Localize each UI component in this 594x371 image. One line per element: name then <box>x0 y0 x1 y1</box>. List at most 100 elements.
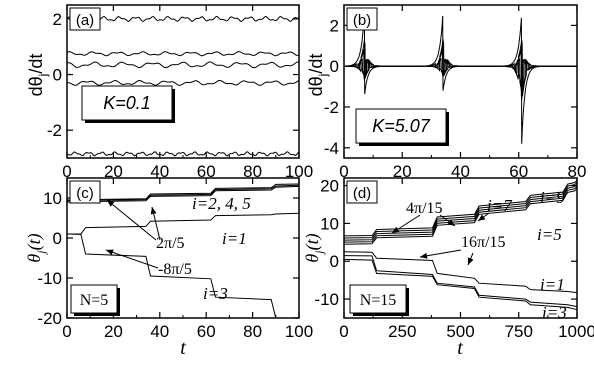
y-axis-label: dθj/dt <box>306 54 330 97</box>
y-tick-label: 0 <box>53 66 62 85</box>
annotation-text: K=5.07 <box>372 116 431 136</box>
annotation-i3: i=3 <box>542 303 567 322</box>
series-line <box>343 184 578 241</box>
series-line <box>344 58 577 88</box>
x-tick-label: 60 <box>197 162 216 181</box>
annotation-2pi5: 2π/5 <box>156 235 185 252</box>
annotation-box <box>81 85 173 121</box>
arrow-head <box>420 252 428 259</box>
x-tick-label: 40 <box>451 162 470 181</box>
x-tick-label: 40 <box>150 162 169 181</box>
arrow-head <box>392 226 400 233</box>
annotation-4pi15: 4π/15 <box>406 200 443 217</box>
x-tick-label: 250 <box>388 322 416 341</box>
y-tick-label: -2 <box>324 98 339 117</box>
panel-label-box <box>346 7 378 31</box>
x-tick-label: 1000 <box>558 322 594 341</box>
x-tick-label: 20 <box>104 162 123 181</box>
annotation-text: N=15 <box>360 292 397 309</box>
x-tick-label: 20 <box>393 162 412 181</box>
annotation-i5: i=5 <box>537 225 562 244</box>
panel-label: (b) <box>353 12 371 29</box>
x-tick-label: 0 <box>62 322 71 341</box>
annotation-i9: i=9 <box>540 188 565 207</box>
plot-frame <box>66 4 300 159</box>
y-tick-label: -4 <box>324 139 339 158</box>
annotation-text: K=0.1 <box>103 93 151 113</box>
series-line <box>66 79 300 86</box>
annotation-16pi15: 16π/15 <box>461 234 506 251</box>
annotation-i1: i=1 <box>222 229 247 248</box>
x-tick-label: 80 <box>243 162 262 181</box>
x-tick-label: 750 <box>505 322 533 341</box>
x-tick-label: 20 <box>104 322 123 341</box>
series-line <box>343 188 578 245</box>
arrow-head <box>447 219 455 226</box>
series-line <box>344 39 577 97</box>
annotation-i245: i=2, 4, 5 <box>192 194 251 213</box>
y-tick-label: 2 <box>53 10 62 29</box>
x-tick-label: 500 <box>446 322 474 341</box>
x-axis-label: t <box>180 337 186 359</box>
arrow-head <box>106 249 114 256</box>
panel-label-box <box>346 180 378 204</box>
annotation-box <box>70 284 118 314</box>
annotation-i7: i=7 <box>487 196 513 215</box>
x-tick-label: 100 <box>285 322 313 341</box>
series-line <box>66 183 300 201</box>
x-tick-label: 0 <box>62 162 71 181</box>
plot-frame <box>66 177 300 319</box>
series-line <box>66 184 300 202</box>
panel-label: (a) <box>76 12 94 29</box>
arrow-head <box>107 200 115 207</box>
y-axis-label: θj(t) <box>24 233 48 262</box>
arrow-line <box>105 249 159 269</box>
series-line <box>66 51 300 57</box>
x-tick-label: 0 <box>339 162 348 181</box>
x-tick-label: 60 <box>509 162 528 181</box>
panel-b: 0 20 40 60 80 -4 -2 0 2 (b) K=5.07 dθj/dt <box>306 4 587 181</box>
y-tick-label: 2 <box>330 16 339 35</box>
x-tick-label: 0 <box>339 322 348 341</box>
x-tick-label: 80 <box>568 162 587 181</box>
y-tick-label: -10 <box>37 269 62 288</box>
panel-c: 0 20 40 60 80 100 -20 -10 0 10 (c) i=2, 4, 5 2π/5 i=1… <box>24 177 313 359</box>
series-line <box>67 212 300 235</box>
annotation-text: N=5 <box>80 292 109 309</box>
x-tick-label: 100 <box>285 162 313 181</box>
series-line <box>344 48 577 100</box>
y-axis-label: dθj/dt <box>26 54 50 97</box>
panel-label-box <box>69 180 101 204</box>
annotation-i3: i=3 <box>203 284 228 303</box>
panel-label: (c) <box>76 185 94 202</box>
x-tick-label: 80 <box>243 322 262 341</box>
annotation-box <box>349 284 407 314</box>
series-line <box>343 179 578 237</box>
series-line <box>343 258 578 311</box>
y-tick-label: 0 <box>330 57 339 76</box>
annotation-8pi5: -8π/5 <box>158 261 192 278</box>
y-tick-label: 10 <box>320 214 339 233</box>
plot-frame <box>343 177 578 319</box>
y-tick-label: -20 <box>37 309 62 328</box>
panel-a: 0 20 40 60 80 100 -2 0 2 (a) K=0.1 dθj/dt <box>26 4 313 181</box>
y-tick-label: 0 <box>53 229 62 248</box>
annotation-box <box>355 108 447 144</box>
y-tick-label: 0 <box>330 252 339 271</box>
series-line <box>343 255 578 308</box>
arrow-head <box>150 207 157 215</box>
y-tick-label: -10 <box>314 290 339 309</box>
arrow-line <box>106 199 157 241</box>
series-line <box>66 15 300 22</box>
panel-label: (d) <box>353 185 371 202</box>
y-tick-label: 20 <box>320 177 339 196</box>
panel-label-box <box>69 7 101 31</box>
series-line <box>66 151 300 157</box>
x-axis-label: t <box>457 337 463 359</box>
x-tick-label: 60 <box>197 322 216 341</box>
series-line <box>66 61 300 69</box>
y-tick-label: -2 <box>47 121 62 140</box>
y-axis-label: θj(t) <box>302 233 326 262</box>
